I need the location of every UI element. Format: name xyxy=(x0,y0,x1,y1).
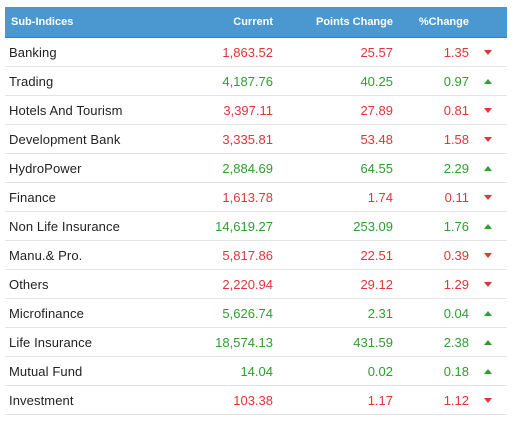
arrow-down-icon xyxy=(484,281,492,287)
row-percent-change: 0.97 xyxy=(443,73,469,89)
row-points-change: 29.12 xyxy=(360,276,393,292)
table-row[interactable]: Manu.& Pro. 5,817.86 22.51 0.39 xyxy=(5,241,507,270)
arrow-down-icon xyxy=(484,252,492,258)
row-percent-change: 0.18 xyxy=(443,363,469,379)
row-current: 2,220.94 xyxy=(222,276,273,292)
row-current: 5,626.74 xyxy=(222,305,273,321)
row-percent-change: 2.38 xyxy=(443,334,469,350)
table-body: Banking 1,863.52 25.57 1.35 Trading 4,18… xyxy=(5,38,507,415)
table-row[interactable]: Non Life Insurance 14,619.27 253.09 1.76 xyxy=(5,212,507,241)
table-row[interactable]: Life Insurance 18,574.13 431.59 2.38 xyxy=(5,328,507,357)
header-sub-indices[interactable]: Sub-Indices xyxy=(11,16,74,28)
row-points-change: 25.57 xyxy=(360,44,393,60)
row-percent-change: 1.12 xyxy=(443,392,469,408)
row-percent-change: 1.35 xyxy=(443,44,469,60)
row-name: Others xyxy=(9,276,49,292)
row-current: 5,817.86 xyxy=(222,247,273,263)
sub-indices-table: Sub-Indices Current Points Change %Chang… xyxy=(5,7,507,415)
row-name: Mutual Fund xyxy=(9,363,83,379)
row-name: Finance xyxy=(9,189,56,205)
row-percent-change: 1.76 xyxy=(443,218,469,234)
arrow-down-icon xyxy=(484,136,492,142)
table-row[interactable]: Hotels And Tourism 3,397.11 27.89 0.81 xyxy=(5,96,507,125)
row-name: Manu.& Pro. xyxy=(9,247,83,263)
row-name: Hotels And Tourism xyxy=(9,102,123,118)
row-percent-change: 1.58 xyxy=(443,131,469,147)
row-points-change: 22.51 xyxy=(360,247,393,263)
arrow-up-icon xyxy=(484,310,492,316)
arrow-down-icon xyxy=(484,49,492,55)
arrow-up-icon xyxy=(484,223,492,229)
row-points-change: 53.48 xyxy=(360,131,393,147)
row-current: 4,187.76 xyxy=(222,73,273,89)
row-current: 1,613.78 xyxy=(222,189,273,205)
arrow-up-icon xyxy=(484,165,492,171)
row-points-change: 253.09 xyxy=(353,218,393,234)
table-row[interactable]: Others 2,220.94 29.12 1.29 xyxy=(5,270,507,299)
row-current: 1,863.52 xyxy=(222,44,273,60)
row-points-change: 40.25 xyxy=(360,73,393,89)
table-row[interactable]: Investment 103.38 1.17 1.12 xyxy=(5,386,507,415)
row-current: 14.04 xyxy=(240,363,273,379)
header-current[interactable]: Current xyxy=(233,16,273,28)
row-name: Life Insurance xyxy=(9,334,93,350)
header-points-change[interactable]: Points Change xyxy=(315,16,393,28)
row-name: Investment xyxy=(9,392,74,408)
header-percent-change[interactable]: %Change xyxy=(418,16,469,28)
row-current: 103.38 xyxy=(233,392,273,408)
row-points-change: 0.02 xyxy=(367,363,393,379)
row-name: Banking xyxy=(9,44,57,60)
row-percent-change: 0.11 xyxy=(444,189,469,205)
arrow-down-icon xyxy=(484,107,492,113)
row-name: Microfinance xyxy=(9,305,84,321)
row-name: Development Bank xyxy=(9,131,121,147)
table-row[interactable]: Mutual Fund 14.04 0.02 0.18 xyxy=(5,357,507,386)
table-row[interactable]: Microfinance 5,626.74 2.31 0.04 xyxy=(5,299,507,328)
row-current: 3,335.81 xyxy=(222,131,273,147)
row-points-change: 2.31 xyxy=(367,305,393,321)
row-points-change: 1.74 xyxy=(367,189,393,205)
arrow-down-icon xyxy=(484,397,492,403)
arrow-down-icon xyxy=(484,194,492,200)
row-points-change: 64.55 xyxy=(360,160,393,176)
row-name: HydroPower xyxy=(9,160,82,176)
row-name: Non Life Insurance xyxy=(9,218,120,234)
arrow-up-icon xyxy=(484,339,492,345)
table-row[interactable]: Development Bank 3,335.81 53.48 1.58 xyxy=(5,125,507,154)
table-row[interactable]: Trading 4,187.76 40.25 0.97 xyxy=(5,67,507,96)
row-percent-change: 0.81 xyxy=(443,102,469,118)
row-percent-change: 2.29 xyxy=(443,160,469,176)
arrow-up-icon xyxy=(484,78,492,84)
table-row[interactable]: Banking 1,863.52 25.57 1.35 xyxy=(5,38,507,67)
row-percent-change: 0.39 xyxy=(443,247,469,263)
row-points-change: 27.89 xyxy=(360,102,393,118)
table-header: Sub-Indices Current Points Change %Chang… xyxy=(5,7,507,38)
row-points-change: 1.17 xyxy=(367,392,393,408)
row-name: Trading xyxy=(9,73,54,89)
row-current: 2,884.69 xyxy=(222,160,273,176)
arrow-up-icon xyxy=(484,368,492,374)
row-current: 14,619.27 xyxy=(215,218,273,234)
table-row[interactable]: HydroPower 2,884.69 64.55 2.29 xyxy=(5,154,507,183)
row-current: 3,397.11 xyxy=(223,102,273,118)
table-row[interactable]: Finance 1,613.78 1.74 0.11 xyxy=(5,183,507,212)
row-percent-change: 1.29 xyxy=(443,276,469,292)
row-percent-change: 0.04 xyxy=(443,305,469,321)
row-points-change: 431.59 xyxy=(353,334,393,350)
row-current: 18,574.13 xyxy=(215,334,273,350)
